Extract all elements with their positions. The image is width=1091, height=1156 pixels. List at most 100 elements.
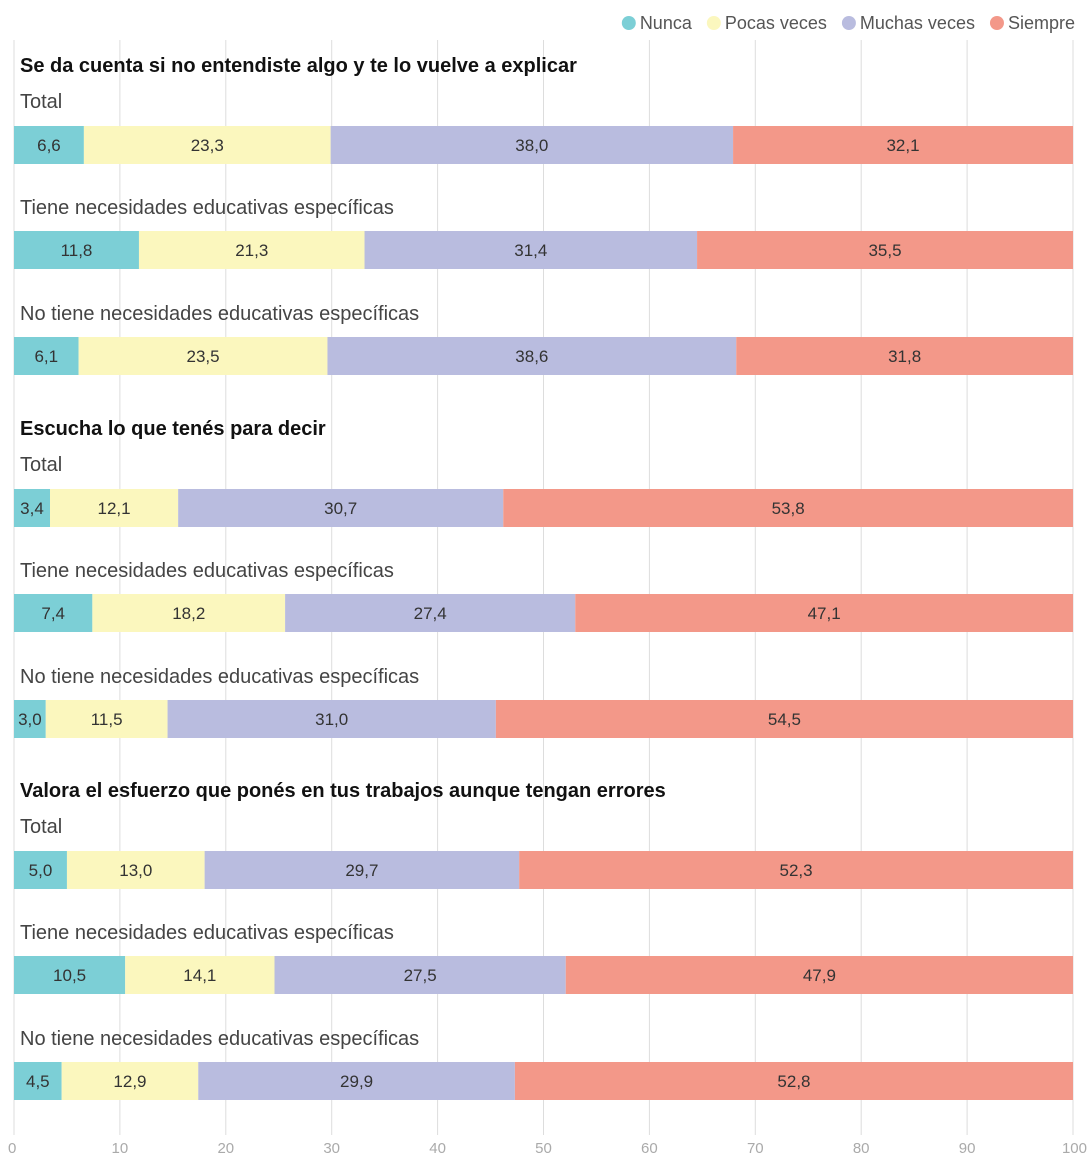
- group-title: Se da cuenta si no entendiste algo y te …: [20, 55, 577, 77]
- bar-segment-pocas-veces: [83, 126, 331, 164]
- data-label: 54,5: [768, 710, 801, 729]
- group-1: Escucha lo que tenés para decir Total 3,4 1…: [14, 418, 1074, 738]
- data-label: 23,5: [186, 347, 219, 366]
- x-tick-label: 40: [429, 1140, 446, 1156]
- data-label: 29,7: [345, 861, 378, 880]
- x-tick-label: 0: [8, 1140, 16, 1156]
- data-label: 31,0: [315, 710, 348, 729]
- bar-segment-pocas-veces: [138, 231, 365, 269]
- bar-segment-muchas-veces: [364, 231, 698, 269]
- data-label: 6,6: [37, 136, 61, 155]
- row-label: Total: [20, 454, 62, 476]
- bar-segment-pocas-veces: [92, 594, 286, 632]
- data-label: 18,2: [172, 604, 205, 623]
- bar-segment-siempre: [736, 337, 1073, 375]
- bar-segment-nunca: [14, 337, 79, 375]
- legend-swatch: [706, 16, 721, 30]
- data-label: 10,5: [53, 966, 86, 985]
- x-tick-label: 90: [959, 1140, 976, 1156]
- x-tick-label: 10: [112, 1140, 129, 1156]
- data-label: 6,1: [34, 347, 58, 366]
- bar-segment-muchas-veces: [198, 1062, 515, 1100]
- grid-layer: [13, 40, 1074, 1135]
- legend-item-1: Pocas veces: [706, 13, 827, 33]
- bar-segment-muchas-veces: [204, 851, 520, 889]
- data-label: 12,9: [113, 1072, 146, 1091]
- bar-segment-muchas-veces: [274, 956, 566, 994]
- bar-segment-pocas-veces: [66, 851, 205, 889]
- bar-segment-nunca: [14, 700, 46, 738]
- x-tick-label: 100: [1062, 1140, 1087, 1156]
- bar-segment-pocas-veces: [45, 700, 168, 738]
- data-label: 38,6: [515, 347, 548, 366]
- data-label: 47,1: [808, 604, 841, 623]
- x-axis: 0 10 20 30 40 50 60 70 80 90 100: [8, 1140, 1087, 1156]
- bar-segment-siempre: [495, 700, 1074, 738]
- bar-row: No tiene necesidades educativas específi…: [14, 1028, 1073, 1100]
- bar-row: Total 6,6 23,3 38,0 32,1: [14, 91, 1073, 164]
- data-label: 13,0: [119, 861, 152, 880]
- bar-row: Tiene necesidades educativas específicas…: [14, 560, 1073, 632]
- x-tick-label: 20: [217, 1140, 234, 1156]
- legend-swatch: [841, 16, 856, 30]
- legend-item-2: Muchas veces: [841, 13, 975, 33]
- data-label: 32,1: [886, 136, 919, 155]
- legend: Nunca Pocas veces Muchas veces Siempre: [621, 13, 1075, 33]
- chart-groups: Se da cuenta si no entendiste algo y te …: [14, 55, 1074, 1100]
- data-label: 52,8: [777, 1072, 810, 1091]
- data-label: 27,5: [404, 966, 437, 985]
- group-title: Escucha lo que tenés para decir: [20, 418, 326, 440]
- legend-swatch: [621, 16, 636, 30]
- bar-segment-muchas-veces: [327, 337, 737, 375]
- bar-row: No tiene necesidades educativas específi…: [14, 666, 1074, 738]
- group-2: Valora el esfuerzo que ponés en tus trab…: [14, 780, 1073, 1100]
- bar-segment-siempre: [519, 851, 1073, 889]
- data-label: 12,1: [98, 499, 131, 518]
- bar-segment-nunca: [14, 1062, 62, 1100]
- bar-segment-pocas-veces: [61, 1062, 199, 1100]
- data-label: 14,1: [183, 966, 216, 985]
- bar-segment-nunca: [14, 489, 51, 527]
- data-label: 21,3: [235, 241, 268, 260]
- legend-label: Nunca: [640, 13, 693, 33]
- data-label: 31,8: [888, 347, 921, 366]
- data-label: 35,5: [868, 241, 901, 260]
- bar-row: Tiene necesidades educativas específicas…: [14, 922, 1073, 994]
- x-tick-label: 60: [641, 1140, 658, 1156]
- bar-segment-nunca: [14, 956, 126, 994]
- bar-segment-siempre: [733, 126, 1073, 164]
- x-tick-label: 50: [535, 1140, 552, 1156]
- data-label: 53,8: [772, 499, 805, 518]
- bar-segment-pocas-veces: [125, 956, 275, 994]
- row-label: Tiene necesidades educativas específicas: [20, 922, 394, 944]
- bar-segment-muchas-veces: [178, 489, 504, 527]
- row-label: Tiene necesidades educativas específicas: [20, 197, 394, 219]
- bar-segment-muchas-veces: [330, 126, 734, 164]
- bar-segment-siempre: [514, 1062, 1073, 1100]
- legend-label: Siempre: [1008, 13, 1075, 33]
- data-label: 5,0: [29, 861, 53, 880]
- data-label: 47,9: [803, 966, 836, 985]
- bar-row: No tiene necesidades educativas específi…: [14, 303, 1073, 375]
- x-tick-label: 80: [853, 1140, 870, 1156]
- legend-swatch: [989, 16, 1004, 30]
- bar-segment-nunca: [14, 594, 93, 632]
- bar-row: Total 5,0 13,0 29,7 52,3: [14, 816, 1073, 889]
- bar-segment-muchas-veces: [285, 594, 576, 632]
- row-label: Total: [20, 91, 62, 113]
- group-0: Se da cuenta si no entendiste algo y te …: [14, 55, 1073, 375]
- data-label: 11,5: [91, 710, 123, 729]
- bar-segment-nunca: [14, 126, 84, 164]
- data-label: 29,9: [340, 1072, 373, 1091]
- bar-row: Tiene necesidades educativas específicas…: [14, 197, 1073, 269]
- data-label: 52,3: [780, 861, 813, 880]
- data-label: 23,3: [191, 136, 224, 155]
- x-tick-label: 70: [747, 1140, 764, 1156]
- bar-row: Total 3,4 12,1 30,7 53,8: [14, 454, 1073, 527]
- legend-item-0: Nunca: [621, 13, 693, 33]
- bar-segment-siempre: [697, 231, 1073, 269]
- row-label: No tiene necesidades educativas específi…: [20, 1028, 419, 1050]
- data-label: 27,4: [414, 604, 447, 623]
- legend-label: Muchas veces: [860, 13, 975, 33]
- legend-item-3: Siempre: [989, 13, 1075, 33]
